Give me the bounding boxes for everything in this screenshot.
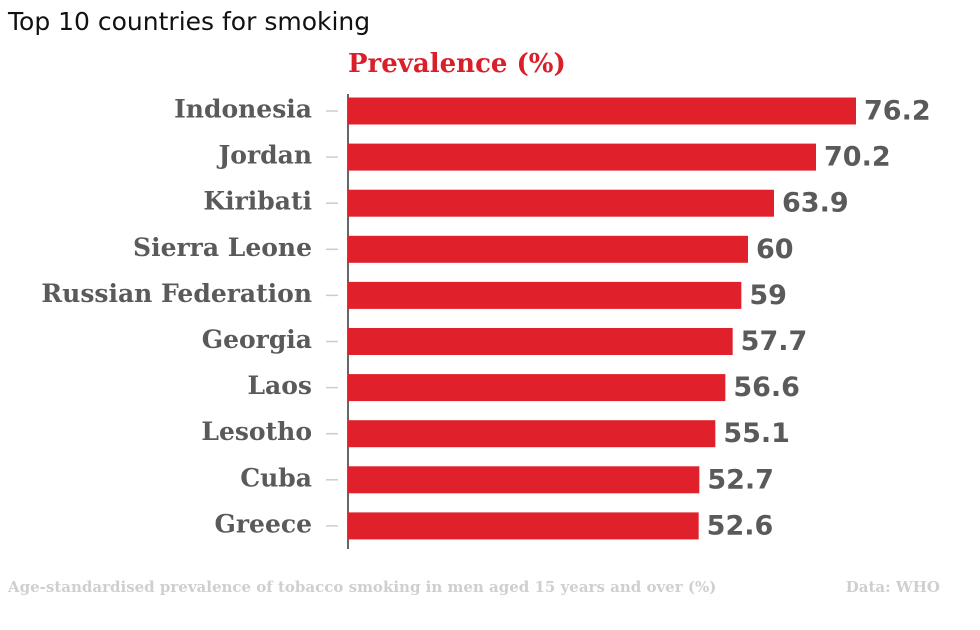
bar <box>348 512 699 540</box>
source: Data: WHO <box>846 578 940 596</box>
caption: Age-standardised prevalence of tobacco s… <box>7 578 716 596</box>
y-tick-label: Georgia <box>202 325 312 354</box>
bar <box>348 143 816 171</box>
bar <box>348 235 748 263</box>
value-label: 59 <box>749 280 787 311</box>
bar <box>348 420 716 448</box>
y-tick-label: Kiribati <box>203 187 312 216</box>
bar <box>348 281 742 309</box>
y-tick-label: Russian Federation <box>41 279 312 308</box>
value-label: 55.1 <box>723 418 790 449</box>
chart-subtitle: Prevalence (%) <box>348 49 566 79</box>
value-label: 76.2 <box>864 96 931 127</box>
y-tick-label: Lesotho <box>201 417 312 446</box>
value-label: 70.2 <box>824 142 891 173</box>
bar <box>348 97 856 125</box>
chart-title: Top 10 countries for smoking <box>7 7 370 36</box>
value-label: 60 <box>756 234 794 265</box>
y-tick-label: Cuba <box>240 463 312 492</box>
bar <box>348 328 733 355</box>
y-tick-label: Jordan <box>216 141 312 170</box>
value-label: 57.7 <box>741 326 808 357</box>
bar <box>348 374 726 402</box>
bar <box>348 189 774 217</box>
value-label: 63.9 <box>782 188 849 219</box>
value-label: 52.6 <box>707 510 774 541</box>
value-label: 52.7 <box>707 464 774 495</box>
y-tick-label: Greece <box>215 509 312 538</box>
y-tick-label: Indonesia <box>174 95 312 124</box>
bar <box>348 466 700 494</box>
y-tick-label: Laos <box>247 371 312 400</box>
value-label: 56.6 <box>733 372 800 403</box>
y-tick-label: Sierra Leone <box>133 233 312 262</box>
